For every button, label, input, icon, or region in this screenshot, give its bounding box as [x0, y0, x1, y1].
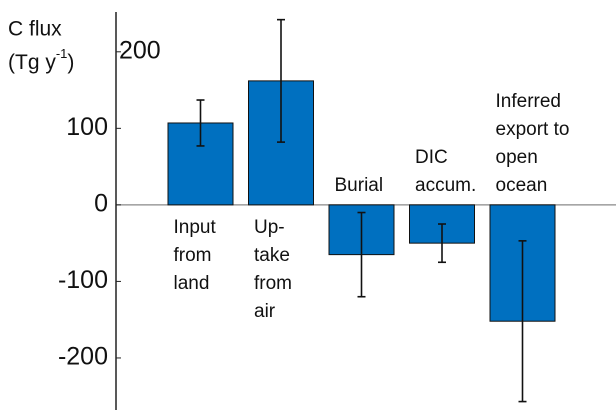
y-tick-label: 0	[94, 189, 108, 217]
category-label: Up-	[254, 217, 285, 238]
y-tick-label: -200	[58, 343, 108, 371]
category-label: from	[174, 245, 212, 266]
category-label: ocean	[496, 175, 548, 196]
category-label: open	[496, 147, 538, 168]
y-tick-label: 100	[66, 113, 108, 141]
error-bar	[196, 99, 205, 147]
y-label-part: (Tg y	[8, 51, 56, 74]
category-label: land	[174, 273, 210, 294]
y-label-line1: C flux	[8, 18, 62, 41]
y-label-line2: (Tg y-1)	[8, 46, 74, 73]
category-label: Burial	[335, 175, 384, 196]
y-label-part: )	[67, 51, 74, 74]
y-tick-label: 200	[119, 36, 161, 64]
category-label: air	[254, 301, 276, 322]
category-label: from	[254, 273, 292, 294]
category-label: take	[254, 245, 290, 266]
category-label: DIC	[415, 147, 448, 168]
error-bar	[518, 240, 527, 403]
error-bar	[438, 223, 446, 264]
y-tick-label: -100	[58, 266, 108, 294]
error-bar	[277, 18, 285, 143]
category-label: Inferred	[496, 91, 561, 112]
category-label: accum.	[415, 175, 476, 196]
error-bar	[357, 211, 366, 298]
category-label: Input	[174, 217, 217, 238]
y-label-sup: -1	[56, 46, 68, 61]
category-label: export to	[496, 119, 570, 140]
